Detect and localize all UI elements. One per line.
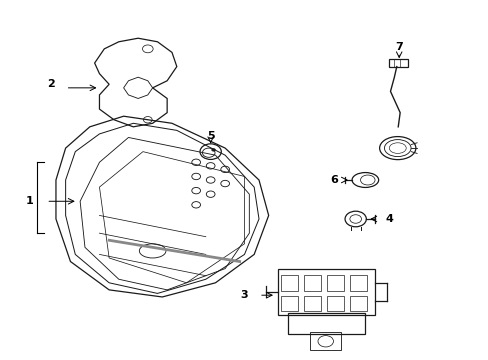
- Text: 3: 3: [240, 290, 248, 300]
- Circle shape: [211, 148, 215, 151]
- Text: 7: 7: [394, 42, 402, 52]
- Text: 2: 2: [47, 79, 55, 89]
- Text: 1: 1: [25, 196, 33, 206]
- Text: 6: 6: [329, 175, 337, 185]
- Text: 4: 4: [385, 214, 393, 224]
- Text: 5: 5: [206, 131, 214, 141]
